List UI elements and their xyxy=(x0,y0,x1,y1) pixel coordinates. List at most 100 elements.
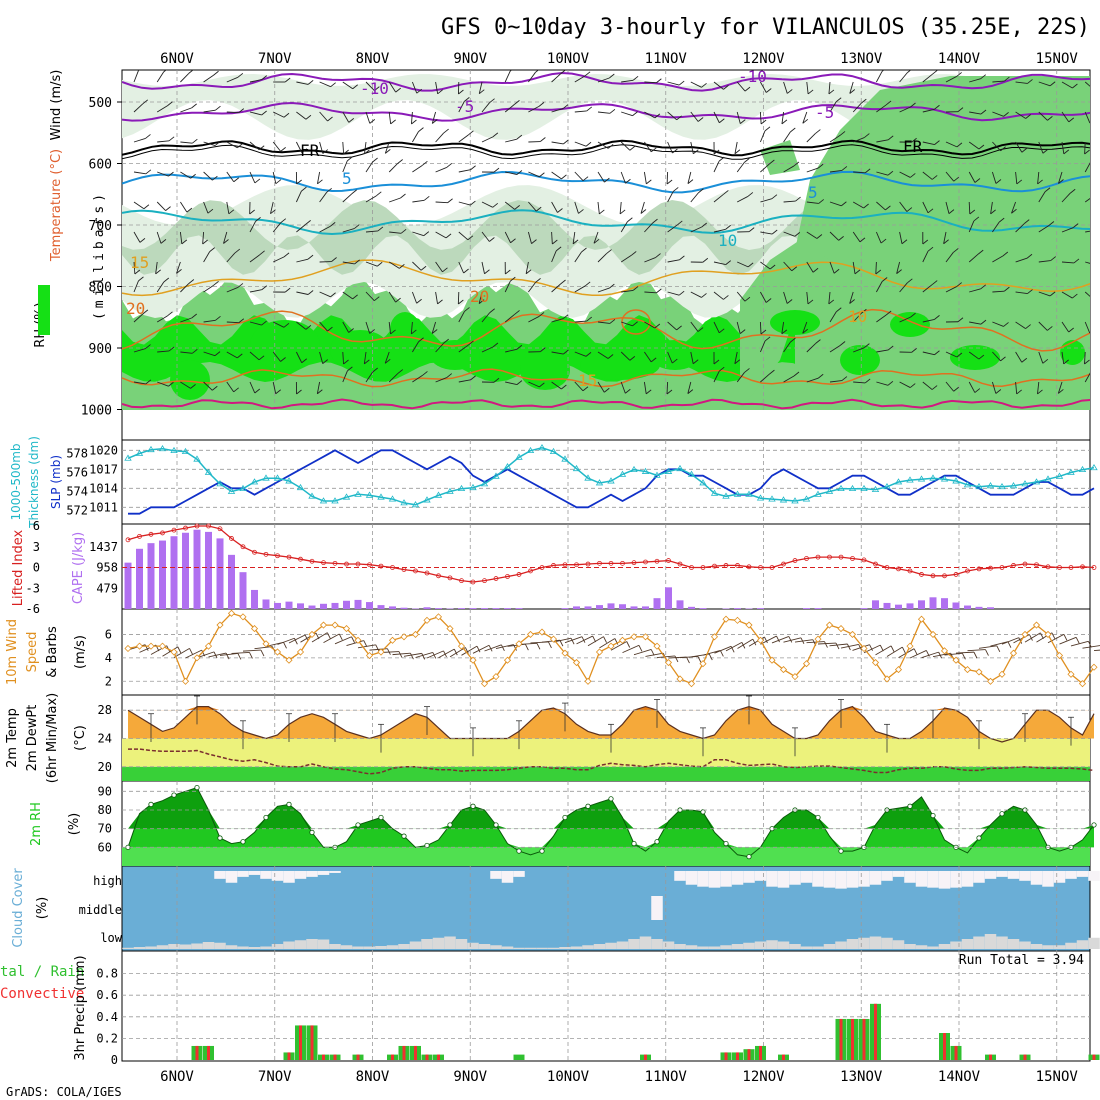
cape-bar xyxy=(619,604,626,609)
wind-barb-flag xyxy=(646,179,652,185)
cloud-low-cell xyxy=(444,936,456,949)
cloud-low-cell xyxy=(743,942,755,949)
surface-wind-barb-flag xyxy=(708,653,713,661)
wind-speed-marker xyxy=(986,677,995,685)
surface-wind-barb xyxy=(656,655,675,658)
cloud-high-cell xyxy=(846,871,859,888)
cape-bar xyxy=(458,608,465,609)
surface-wind-barb xyxy=(599,638,616,649)
panel-tick-label: 958 xyxy=(96,561,118,575)
cloud-low-cell xyxy=(536,947,548,949)
wind-barb xyxy=(574,75,586,83)
panel-tick-label: 576 xyxy=(66,466,88,480)
wind-barb xyxy=(365,261,378,267)
wind-barb-flag xyxy=(609,319,616,324)
wind-barb-flag xyxy=(468,130,474,136)
cloud-low-cell xyxy=(1053,945,1066,949)
wind-barb-flag xyxy=(163,277,170,283)
wind-barb xyxy=(737,261,749,268)
surface-wind-barb xyxy=(587,636,604,647)
surface-wind-barb-flag xyxy=(524,643,529,651)
rh-cell xyxy=(650,340,700,370)
cloud-low-cell xyxy=(237,946,249,949)
wind-barb xyxy=(365,230,378,233)
wind-barb xyxy=(388,111,392,124)
wind-barb xyxy=(249,381,256,394)
thickness-marker xyxy=(239,484,247,492)
thickness-marker xyxy=(779,496,788,503)
wind-speed-marker xyxy=(1032,621,1041,629)
wind-barb-flag xyxy=(188,70,194,74)
cloud-low-cell xyxy=(294,940,307,949)
cape-bar xyxy=(423,607,431,609)
cape-bar xyxy=(699,608,707,609)
wind-barb-flag xyxy=(505,269,511,275)
wind-barb-flag xyxy=(607,144,614,149)
rh-cell xyxy=(840,345,880,375)
precip-convective-bar xyxy=(402,1045,406,1060)
wind-barb xyxy=(687,381,692,394)
lifted-index-marker xyxy=(125,537,131,543)
lifted-index-marker xyxy=(528,568,533,574)
wind-barb-flag xyxy=(492,132,499,138)
pressure-tick-label: 900 xyxy=(89,342,112,357)
wind-barb-flag xyxy=(369,329,375,334)
cloud-low-cell xyxy=(168,944,180,949)
cape-bar xyxy=(182,532,189,609)
wind-barb-flag xyxy=(489,308,495,314)
cloud-low-cell xyxy=(329,944,341,949)
wind-barb xyxy=(505,348,517,353)
surface-wind-barb xyxy=(346,640,364,647)
wind-barb-flag xyxy=(431,329,438,334)
wind-barb xyxy=(273,111,285,118)
wind-barb xyxy=(1061,227,1074,233)
wind-speed-marker xyxy=(1009,649,1018,657)
wind-barb xyxy=(620,351,631,361)
thickness-marker xyxy=(124,454,132,461)
wind-barb-flag xyxy=(305,220,311,225)
wind-barb-flag xyxy=(1004,76,1010,82)
lifted-index-marker xyxy=(873,561,878,567)
wind-barb xyxy=(969,288,981,293)
thickness-marker xyxy=(181,447,190,454)
cape-bar xyxy=(561,608,569,609)
units-title: (millibars) xyxy=(92,190,107,320)
cloud-low-cell xyxy=(352,946,364,949)
pressure-tick-label: 1000 xyxy=(81,404,112,419)
wind-barb-flag xyxy=(234,248,241,254)
wind-barb xyxy=(876,349,889,353)
wind-barb xyxy=(806,201,819,204)
cloud-low-cell xyxy=(455,939,468,949)
cloud-low-cell xyxy=(513,947,525,949)
wind-barb-flag xyxy=(348,118,355,123)
wind-barb xyxy=(574,171,584,182)
surface-wind-barb xyxy=(783,637,802,643)
lifted-index-marker xyxy=(148,531,154,537)
precip-convective-bar xyxy=(874,1003,877,1060)
cloud-low-cell xyxy=(835,941,847,949)
wind-barb xyxy=(713,291,724,300)
wind-barb-flag xyxy=(692,359,699,365)
wind-barb-flag xyxy=(953,386,959,392)
wind-barb-flag xyxy=(713,359,720,365)
thickness-marker xyxy=(503,463,512,470)
wind-barb-flag xyxy=(484,269,490,275)
rh2-marker xyxy=(424,842,430,849)
wind-barb-flag xyxy=(369,119,376,124)
wind-barb-flag xyxy=(609,108,616,114)
wind-barb-flag xyxy=(957,107,964,112)
wind-barb xyxy=(574,110,587,113)
wind-barb-flag xyxy=(215,105,221,111)
wind-barb xyxy=(783,291,788,304)
wind-barb xyxy=(203,319,216,323)
panel-title-group: Thickness (dm) xyxy=(27,436,41,529)
contour-label: -10 xyxy=(738,67,767,86)
wind-barb xyxy=(1061,351,1065,364)
thickness-marker xyxy=(446,487,454,494)
surface-wind-barb-flag xyxy=(570,638,575,645)
wind-barb xyxy=(945,381,954,392)
cape-bar xyxy=(239,572,247,609)
panel-title: Speed xyxy=(25,632,40,673)
cloud-low-cell xyxy=(421,939,433,949)
wind-barb xyxy=(316,381,321,394)
